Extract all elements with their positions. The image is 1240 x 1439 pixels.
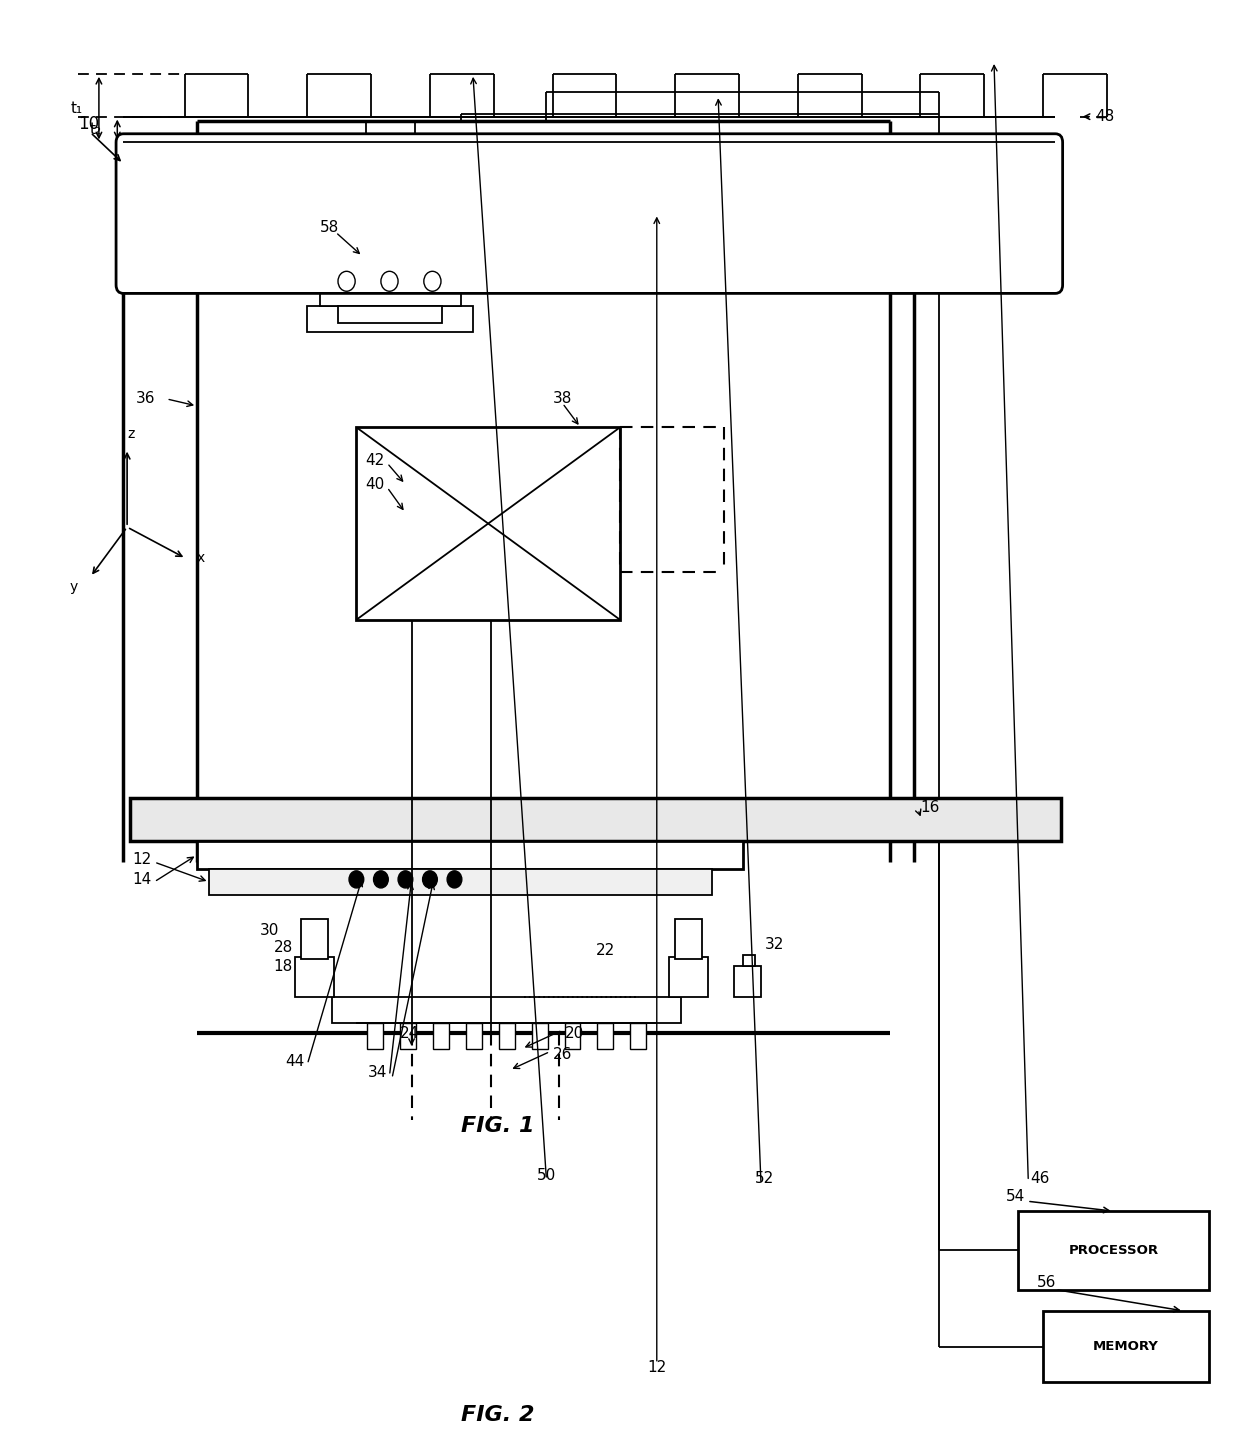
Text: FIG. 1: FIG. 1 — [460, 1115, 534, 1135]
Text: 34: 34 — [368, 1065, 387, 1081]
Text: 16: 16 — [920, 800, 940, 816]
Text: 48: 48 — [1096, 109, 1115, 124]
Text: 46: 46 — [1030, 1171, 1050, 1186]
Bar — [743, 954, 755, 966]
Text: t₂: t₂ — [89, 122, 102, 137]
Text: 38: 38 — [553, 391, 572, 406]
Text: PROCESSOR: PROCESSOR — [1069, 1243, 1158, 1256]
Bar — [210, 869, 712, 895]
Text: 22: 22 — [595, 943, 615, 958]
Text: x: x — [197, 551, 206, 566]
Bar — [1018, 1212, 1209, 1289]
Bar — [367, 1023, 383, 1049]
Bar — [498, 1023, 515, 1049]
Text: 58: 58 — [320, 220, 339, 236]
Text: 30: 30 — [259, 922, 279, 938]
Circle shape — [348, 871, 363, 888]
Circle shape — [373, 871, 388, 888]
Circle shape — [398, 871, 413, 888]
Bar — [332, 997, 681, 1023]
Text: FIG. 2: FIG. 2 — [460, 1404, 534, 1425]
Text: 54: 54 — [1006, 1190, 1025, 1204]
Text: 50: 50 — [537, 1168, 556, 1183]
Bar — [466, 1023, 481, 1049]
Text: MEMORY: MEMORY — [1092, 1340, 1158, 1353]
Bar — [295, 957, 335, 997]
Text: 42: 42 — [366, 453, 384, 468]
Bar — [532, 1023, 548, 1049]
Text: 44: 44 — [285, 1053, 305, 1069]
Text: 10: 10 — [78, 115, 99, 132]
Text: 14: 14 — [133, 872, 151, 886]
Text: 24: 24 — [399, 1026, 419, 1040]
Circle shape — [448, 871, 461, 888]
Text: 36: 36 — [135, 391, 155, 406]
Bar — [308, 307, 472, 332]
Bar — [670, 957, 708, 997]
Text: 56: 56 — [1037, 1275, 1056, 1289]
Bar — [197, 840, 743, 869]
Bar — [675, 920, 702, 958]
Text: 12: 12 — [647, 1360, 666, 1376]
Text: 32: 32 — [765, 937, 784, 953]
Circle shape — [423, 871, 438, 888]
Text: 12: 12 — [133, 852, 151, 866]
Bar — [1043, 1311, 1209, 1383]
Bar — [433, 1023, 449, 1049]
Text: t₁: t₁ — [71, 101, 83, 115]
Text: 52: 52 — [755, 1171, 774, 1186]
Text: 26: 26 — [553, 1048, 572, 1062]
Bar — [301, 920, 329, 958]
Bar — [320, 256, 460, 307]
Text: 18: 18 — [273, 958, 293, 974]
Bar — [734, 966, 761, 997]
Text: z: z — [126, 427, 134, 442]
Bar — [630, 1023, 646, 1049]
Bar — [356, 427, 620, 620]
Bar — [129, 797, 1061, 840]
Text: 28: 28 — [273, 940, 293, 955]
Bar — [598, 1023, 614, 1049]
Bar — [399, 1023, 415, 1049]
Bar — [564, 1023, 580, 1049]
Text: y: y — [69, 580, 78, 594]
Text: 20: 20 — [565, 1026, 584, 1040]
FancyBboxPatch shape — [117, 134, 1063, 294]
Bar — [339, 307, 443, 324]
Text: 40: 40 — [366, 476, 384, 492]
